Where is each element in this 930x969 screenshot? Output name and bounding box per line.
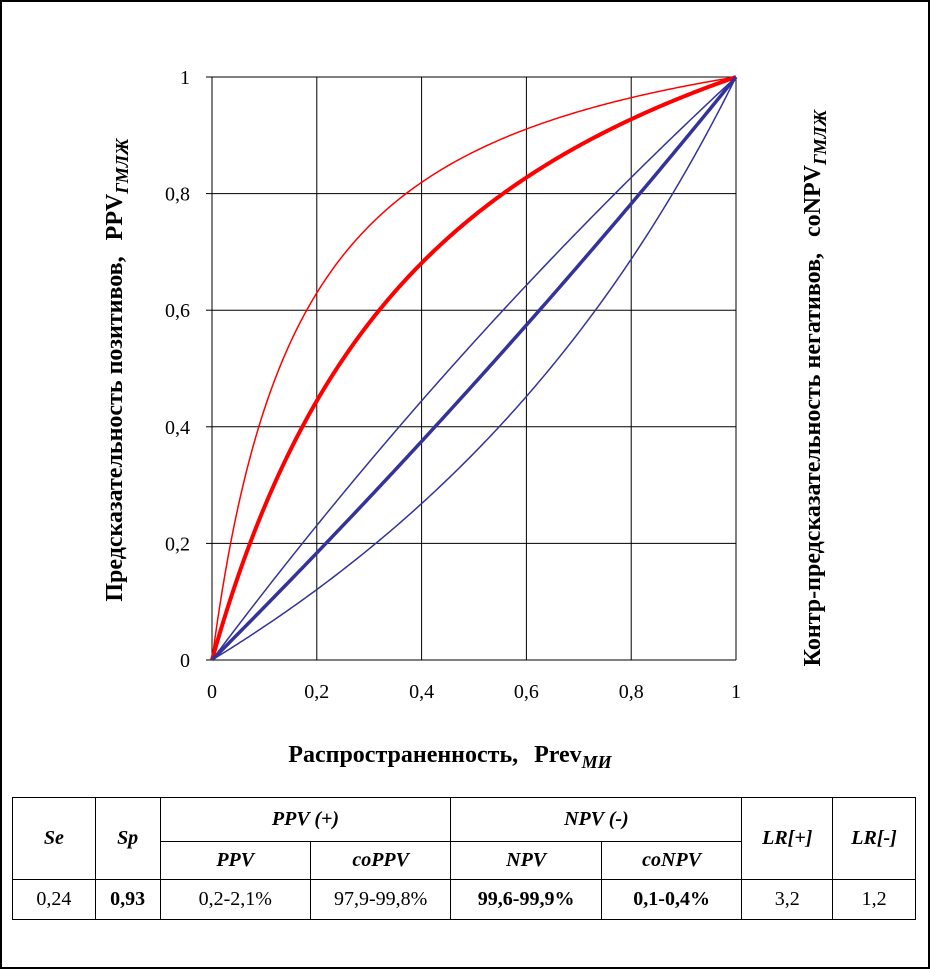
header-npv: NPV xyxy=(450,841,602,880)
grid xyxy=(206,76,737,661)
left-axis-title-subscript: ГМЛЖ xyxy=(112,138,132,195)
value-se: 0,24 xyxy=(12,879,96,920)
y-tick-label: 0,6 xyxy=(165,300,190,322)
chart: 0 0,2 0,4 0,6 0,8 1 0 0,2 0,4 0,6 0,8 1 Распростран… xyxy=(102,67,830,772)
header-ppv: PPV xyxy=(159,841,311,880)
header-lr-neg: LR[-] xyxy=(832,797,916,880)
x-axis-title-text: Распространенность, xyxy=(288,742,518,768)
header-sp: Sp xyxy=(94,797,161,880)
series-line xyxy=(211,76,737,661)
right-axis-title: Контр-предсказательность негативов, coNP… xyxy=(800,109,830,666)
header-ppv-group: PPV (+) xyxy=(159,797,452,842)
x-axis-title-subscript: МИ xyxy=(581,752,613,772)
x-tick-label: 0,4 xyxy=(409,681,434,703)
x-tick-label: 0 xyxy=(207,681,217,703)
value-coppv: 97,9-99,8% xyxy=(309,879,452,920)
series-layer xyxy=(210,75,738,662)
x-tick-label: 0,2 xyxy=(304,681,329,703)
value-npv: 99,6-99,9% xyxy=(450,879,602,920)
x-axis-title-var: Prev xyxy=(534,742,582,768)
y-tick-label: 1 xyxy=(180,67,190,89)
x-tick-label: 0,6 xyxy=(514,681,539,703)
x-tick-label: 0,8 xyxy=(619,681,644,703)
x-axis-title: Распространенность, PrevМИ xyxy=(288,742,612,772)
series-line xyxy=(210,75,737,661)
left-axis-title-var: PPV xyxy=(102,193,128,240)
y-tick-label: 0 xyxy=(180,650,190,672)
value-ppv: 0,2-2,1% xyxy=(159,879,311,920)
y-tick-label: 0,2 xyxy=(165,533,190,555)
right-axis-title-subscript: ГМЛЖ xyxy=(810,109,830,166)
series-line xyxy=(211,76,737,661)
header-se: Se xyxy=(12,797,96,880)
series-line xyxy=(210,75,738,662)
series-line xyxy=(211,76,737,661)
y-tick-label: 0,4 xyxy=(165,417,190,439)
value-lr-neg: 1,2 xyxy=(832,879,916,920)
tick-labels: 0 0,2 0,4 0,6 0,8 1 0 0,2 0,4 0,6 0,8 1 xyxy=(165,67,741,703)
value-conpv: 0,1-0,4% xyxy=(600,879,743,920)
header-lr-pos: LR[+] xyxy=(741,797,834,880)
left-axis-title-text: Предсказательность позитивов, xyxy=(102,256,128,601)
left-axis-title: Предсказательность позитивов, PPVГМЛЖ xyxy=(102,138,132,602)
header-coppv: coPPV xyxy=(309,841,452,880)
value-lr-pos: 3,2 xyxy=(741,879,834,920)
value-sp: 0,93 xyxy=(94,879,161,920)
right-axis-title-text: Контр-предсказательность негативов, xyxy=(800,253,826,666)
y-tick-label: 0,8 xyxy=(165,184,190,206)
stats-table: Se Sp PPV (+) NPV (-) LR[+] LR[-] PPV co… xyxy=(12,797,916,920)
right-axis-title-var: coNPV xyxy=(800,164,826,237)
x-tick-label: 1 xyxy=(731,681,741,703)
header-npv-group: NPV (-) xyxy=(450,797,743,842)
header-conpv: coNPV xyxy=(600,841,743,880)
